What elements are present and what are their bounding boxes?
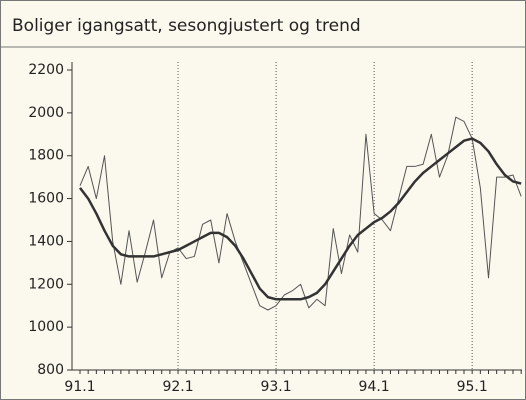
y-tick-label: 1400	[28, 233, 64, 249]
y-tick-label: 2000	[28, 105, 64, 121]
x-tick-label: 93.1	[260, 379, 291, 395]
y-tick-label: 800	[37, 362, 64, 378]
x-tick-label: 94.1	[359, 379, 390, 395]
data-line	[79, 137, 522, 301]
y-tick-label: 1800	[28, 148, 64, 164]
y-tick-label: 1600	[28, 191, 64, 207]
chart-title: Boliger igangsatt, sesongjustert og tren…	[12, 16, 361, 36]
y-tick-label: 1000	[28, 319, 64, 335]
x-tick-label: 92.1	[162, 379, 193, 395]
y-tick-label: 1200	[28, 276, 64, 292]
y-tick-label: 2200	[28, 62, 64, 78]
x-tick-label: 91.1	[64, 379, 95, 395]
x-tick-label: 95.1	[457, 379, 488, 395]
data-line	[79, 116, 522, 311]
